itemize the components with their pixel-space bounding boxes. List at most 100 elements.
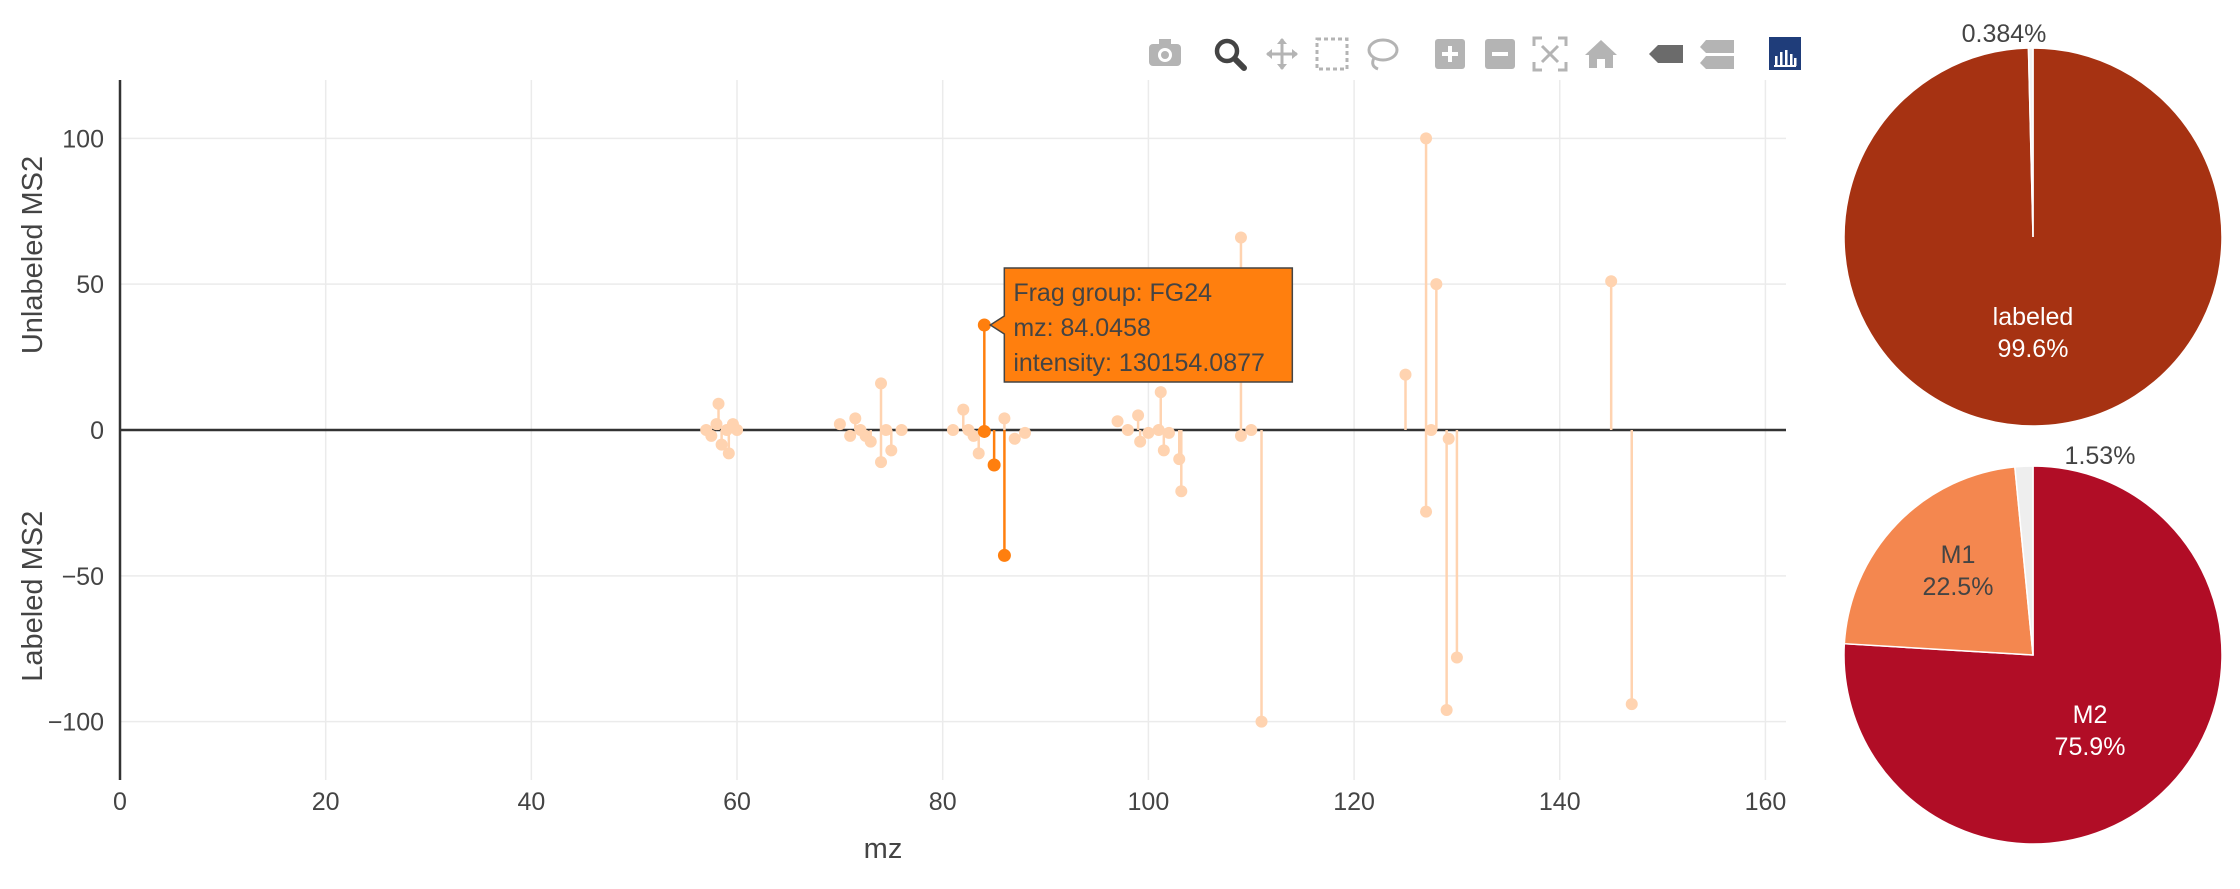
faded-peak-point[interactable] [833,418,846,431]
x-tick-label: 160 [1745,788,1787,816]
pie-chart-isotopologues[interactable]: M2 75.9% M1 22.5% 1.53% [1843,442,2223,845]
pie-label-labeled: 99.6% [1998,335,2069,363]
tooltip-line1: Frag group: FG24 [1013,279,1212,307]
faded-peak-point[interactable] [1173,453,1186,466]
faded-peak-point[interactable] [875,456,888,469]
zoom-in-icon[interactable] [1435,39,1465,69]
x-tick-label: 120 [1333,788,1375,816]
zoom-out-icon[interactable] [1485,39,1515,69]
hover-tooltip: Frag group: FG24 mz: 84.0458 intensity: 13… [988,267,1294,383]
tooltip-line2: mz: 84.0458 [1013,314,1151,342]
pie-chart-labeled[interactable]: labeled 99.6% 0.384% [1843,20,2223,427]
faded-peak-point[interactable] [1134,435,1147,448]
faded-peak-point[interactable] [1440,704,1453,716]
faded-peak-point[interactable] [1132,409,1145,422]
faded-peak-point[interactable] [844,429,857,442]
faded-peak-point[interactable] [895,424,908,436]
faded-peak-point[interactable] [1175,485,1188,498]
faded-peak-point[interactable] [1625,698,1638,711]
faded-peak-point[interactable] [880,424,893,436]
faded-peak-point[interactable] [1111,415,1124,428]
y-tick-label: −50 [62,563,104,591]
faded-peak-point[interactable] [1152,424,1165,436]
autoscale-icon[interactable] [1532,36,1568,72]
faded-peak-point[interactable] [1234,429,1247,442]
pie-label-unlabeled: 0.384% [1962,20,2047,48]
y-tick-label: −100 [48,709,104,737]
hover-compare-icon[interactable] [1700,40,1734,69]
modebar [1149,36,1801,72]
hover-closest-icon[interactable] [1649,45,1683,63]
pie-slice-M0[interactable] [2014,465,2034,656]
mirror-plot[interactable]: 0 20 40 60 80 100 120 140 160 −100 −50 0 50 100 mz Unla… [17,80,1786,865]
faded-peak-point[interactable] [1255,715,1268,728]
faded-peak-point[interactable] [1442,432,1455,445]
highlight-peak-point[interactable] [977,318,991,332]
pie-label-M1: M1 [1941,541,1976,569]
highlight-peak-point[interactable] [997,548,1011,562]
y-tick-label: 50 [76,271,104,299]
faded-peak-point[interactable] [710,418,723,431]
faded-peak-point[interactable] [1425,424,1438,436]
faded-peak-point[interactable] [849,412,862,425]
plotly-logo-icon[interactable] [1769,37,1801,70]
faded-peak-point[interactable] [885,444,898,457]
y-tick-label: 0 [90,417,104,445]
faded-peak-point[interactable] [1154,386,1167,399]
box-select-icon[interactable] [1315,37,1349,71]
faded-peak-point[interactable] [972,447,985,460]
faded-peak-point[interactable] [1008,432,1021,445]
x-tick-label: 100 [1128,788,1170,816]
lasso-select-icon[interactable] [1367,38,1399,71]
faded-peak-point[interactable] [731,424,744,436]
pie-slice-unlabeled[interactable] [2027,47,2034,238]
x-axis-title: mz [864,833,903,865]
faded-peak-point[interactable] [722,447,735,460]
reset-axes-icon[interactable] [1585,40,1617,68]
faded-peak-point[interactable] [1420,132,1433,145]
x-tick-label: 140 [1539,788,1581,816]
faded-peak-point[interactable] [705,429,718,442]
highlight-peak-point[interactable] [977,424,991,438]
faded-peak-point[interactable] [967,429,980,442]
faded-peak-point[interactable] [715,438,728,451]
y-axis-title-top: Unlabeled MS2 [17,156,49,354]
tooltip-line3: intensity: 130154.0877 [1013,349,1265,377]
x-tick-label: 0 [113,788,127,816]
zoom-icon[interactable] [1214,38,1247,71]
faded-peak-point[interactable] [1450,651,1463,664]
faded-peak-point[interactable] [1430,278,1443,291]
pie-label-M2: M2 [2073,701,2108,729]
camera-icon[interactable] [1149,39,1181,66]
y-tick-label: 100 [62,125,104,153]
pie-label-labeled: labeled [1993,303,2074,331]
faded-peak-point[interactable] [1157,444,1170,457]
faded-peak-point[interactable] [1121,424,1134,436]
faded-peak-point[interactable] [998,412,1011,425]
faded-peak-point[interactable] [947,424,959,436]
x-tick-label: 20 [312,788,340,816]
faded-peak-point[interactable] [1399,368,1412,381]
faded-peak-point[interactable] [1605,275,1618,288]
x-tick-label: 60 [723,788,751,816]
pie-slice-M1[interactable] [1843,466,2034,656]
pie-label-M1: 22.5% [1923,573,1994,601]
pie-label-M2: 75.9% [2055,733,2126,761]
faded-peak-point[interactable] [1234,231,1247,244]
faded-peak-point[interactable] [957,403,970,416]
faded-peak-point[interactable] [875,377,888,390]
highlight-peak-point[interactable] [987,458,1001,472]
faded-peak-point[interactable] [1245,424,1258,436]
faded-peak-point[interactable] [1420,505,1433,518]
faded-peak-point[interactable] [712,397,725,410]
faded-peak-point[interactable] [1018,426,1031,439]
faded-peak-point[interactable] [864,435,877,448]
x-tick-label: 80 [929,788,957,816]
faded-peak-point[interactable] [1162,426,1175,439]
x-tick-label: 40 [517,788,545,816]
tooltip-box [988,267,1294,383]
pan-icon[interactable] [1266,38,1298,70]
faded-peak-point[interactable] [1142,426,1155,439]
y-axis-title-bottom: Labeled MS2 [17,511,49,682]
